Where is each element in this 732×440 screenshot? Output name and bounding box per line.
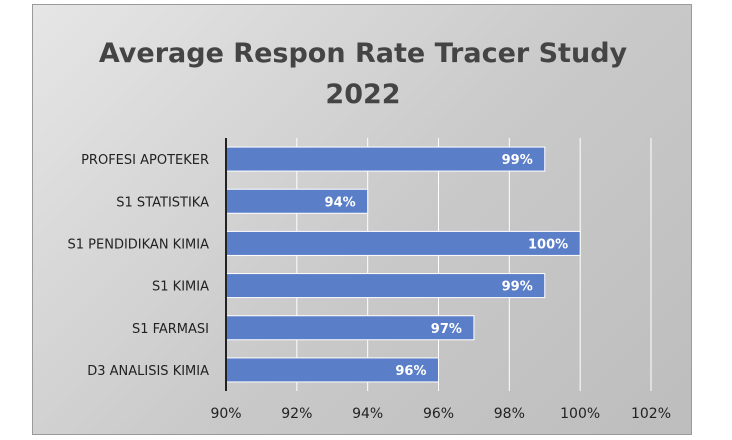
x-tick-label: 94% [352, 406, 383, 422]
x-tick-label: 100% [560, 406, 600, 422]
bar [225, 188, 369, 214]
data-label: 94% [325, 195, 356, 210]
data-label: 97% [431, 322, 462, 337]
x-tick-label: 98% [494, 406, 525, 422]
category-label: PROFESI APOTEKER [81, 153, 209, 168]
bar [225, 146, 546, 172]
data-label: 99% [502, 280, 533, 295]
x-tick-labels: 90% 92% 94% 96% 98% 100% 102% [210, 406, 671, 422]
category-label: S1 FARMASI [132, 322, 209, 337]
x-tick-label: 92% [281, 406, 312, 422]
chart-title-line-2: 2022 [325, 79, 400, 110]
bar [225, 315, 475, 341]
x-tick-label: 96% [423, 406, 454, 422]
gridlines [296, 138, 652, 391]
chart-frame: Average Respon Rate Tracer Study 2022 99… [32, 4, 692, 435]
x-tick-label: 102% [631, 406, 671, 422]
category-label: S1 PENDIDIKAN KIMIA [68, 237, 210, 252]
bar [225, 273, 546, 299]
chart-title-line-1: Average Respon Rate Tracer Study [99, 38, 628, 69]
category-label: D3 ANALISIS KIMIA [87, 364, 209, 379]
data-label: 96% [395, 364, 426, 379]
data-label: 100% [528, 237, 568, 252]
bar-chart: Average Respon Rate Tracer Study 2022 99… [68, 38, 672, 422]
category-labels: PROFESI APOTEKER S1 STATISTIKA S1 PENDIDIK… [68, 153, 210, 379]
data-label: 99% [502, 153, 533, 168]
category-label: S1 KIMIA [152, 280, 209, 295]
bars: 99% 94% 100% 99% 97% 96% [225, 146, 581, 383]
x-tick-label: 90% [210, 406, 241, 422]
category-label: S1 STATISTIKA [116, 195, 209, 210]
bar [225, 357, 439, 383]
